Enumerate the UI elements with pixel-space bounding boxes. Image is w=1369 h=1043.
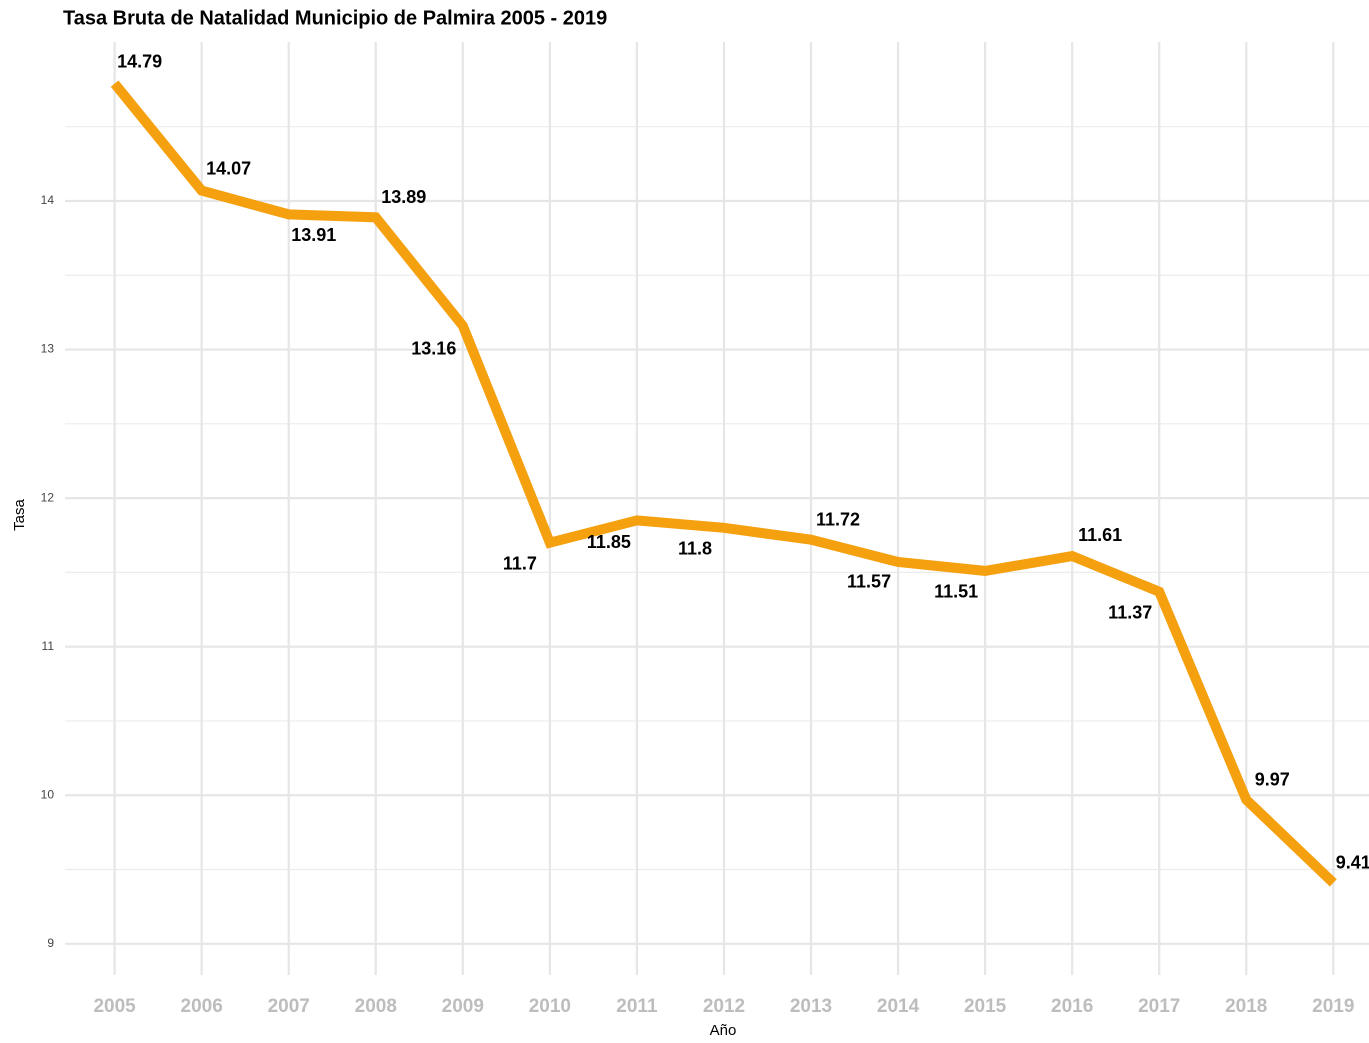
x-tick-label: 2005 [93, 996, 136, 1017]
x-tick-label: 2012 [703, 996, 745, 1017]
data-line [110, 80, 1337, 887]
data-label: 9.41 [1336, 853, 1369, 873]
y-tick-label: 10 [41, 787, 55, 801]
y-tick-label: 13 [41, 342, 55, 356]
data-label: 11.57 [847, 572, 891, 592]
y-tick-label: 14 [41, 193, 55, 207]
data-label: 13.16 [411, 339, 456, 359]
x-tick-label: 2013 [790, 996, 832, 1017]
x-tick-label: 2009 [442, 996, 484, 1017]
data-label: 13.91 [291, 225, 336, 245]
x-tick-label: 2018 [1225, 996, 1267, 1017]
x-tick-label: 2017 [1138, 996, 1180, 1017]
y-axis-label: Tasa [11, 499, 28, 531]
data-label: 14.07 [206, 158, 251, 178]
x-tick-label: 2019 [1312, 996, 1354, 1017]
data-label: 11.61 [1078, 525, 1122, 545]
x-axis-label: Año [710, 1022, 737, 1039]
data-label: 13.89 [381, 187, 426, 207]
chart-title: Tasa Bruta de Natalidad Municipio de Pal… [63, 7, 607, 29]
data-label: 11.8 [678, 539, 712, 559]
data-label: 11.7 [503, 553, 537, 573]
x-tick-label: 2010 [529, 996, 571, 1017]
x-tick-label: 2007 [268, 996, 310, 1017]
data-label: 9.97 [1255, 769, 1290, 789]
y-tick-label: 9 [47, 936, 54, 950]
data-label: 14.79 [117, 51, 162, 71]
x-tick-label: 2015 [964, 996, 1007, 1017]
x-tick-label: 2011 [616, 996, 658, 1017]
x-tick-label: 2006 [181, 996, 223, 1017]
data-label: 11.51 [934, 582, 978, 602]
data-label: 11.37 [1108, 602, 1152, 622]
data-label: 11.85 [587, 532, 631, 552]
y-tick-label: 11 [42, 639, 55, 653]
x-tick-label: 2014 [877, 996, 920, 1017]
x-tick-label: 2008 [355, 996, 397, 1017]
y-tick-label: 12 [41, 490, 55, 504]
data-label: 11.72 [816, 509, 860, 529]
x-tick-label: 2016 [1051, 996, 1093, 1017]
